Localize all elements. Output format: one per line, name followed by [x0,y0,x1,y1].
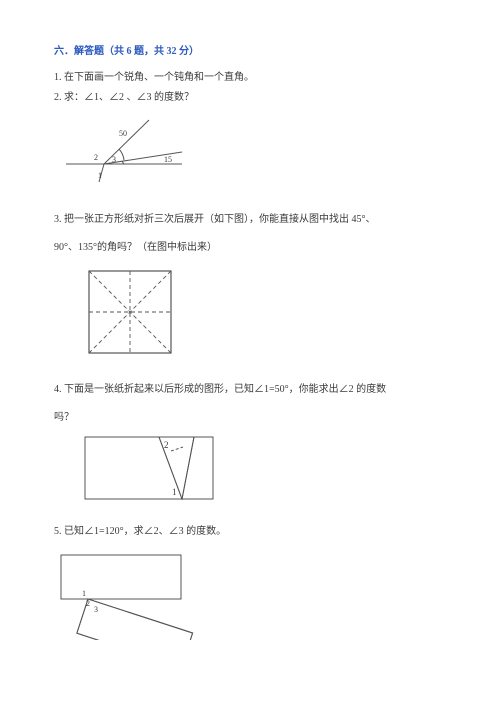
label-1: 1 [98,171,102,180]
question-2: 2. 求：∠1、∠2 、∠3 的度数？ [54,90,446,106]
question-4-line2: 吗？ [54,410,446,426]
question-3-line2: 90°、135°的角吗？（在图中标出来） [54,240,446,256]
section-title: 六．解答题（共 6 题，共 32 分） [54,44,446,60]
figure-q5: 1 2 3 [60,554,446,646]
figure-q2: 50 15 2 3 1 [64,114,446,190]
question-4-line1: 4. 下面是一张纸折起来以后形成的图形，已知∠1=50°，你能求出∠2 的度数 [54,382,446,398]
label-q5-2: 2 [86,599,90,608]
label-2: 2 [94,153,98,162]
question-3-line1: 3. 把一张正方形纸对折三次后展开（如下图），你能直接从图中找出 45°、 [54,212,446,228]
question-5: 5. 已知∠1=120°，求∠2、∠3 的度数。 [54,524,446,540]
label-q5-1: 1 [82,589,86,598]
page: 六．解答题（共 6 题，共 32 分） 1. 在下面画一个锐角、一个钝角和一个直… [0,0,500,680]
figure-q3 [88,270,446,360]
label-q4-1: 1 [172,487,177,497]
label-15: 15 [164,155,172,164]
label-q5-3: 3 [94,605,98,614]
label-50: 50 [119,129,127,138]
label-q4-2: 2 [164,440,169,450]
figure-q4: 2 1 [84,436,446,506]
label-3: 3 [112,155,116,164]
question-1: 1. 在下面画一个锐角、一个钝角和一个直角。 [54,70,446,86]
